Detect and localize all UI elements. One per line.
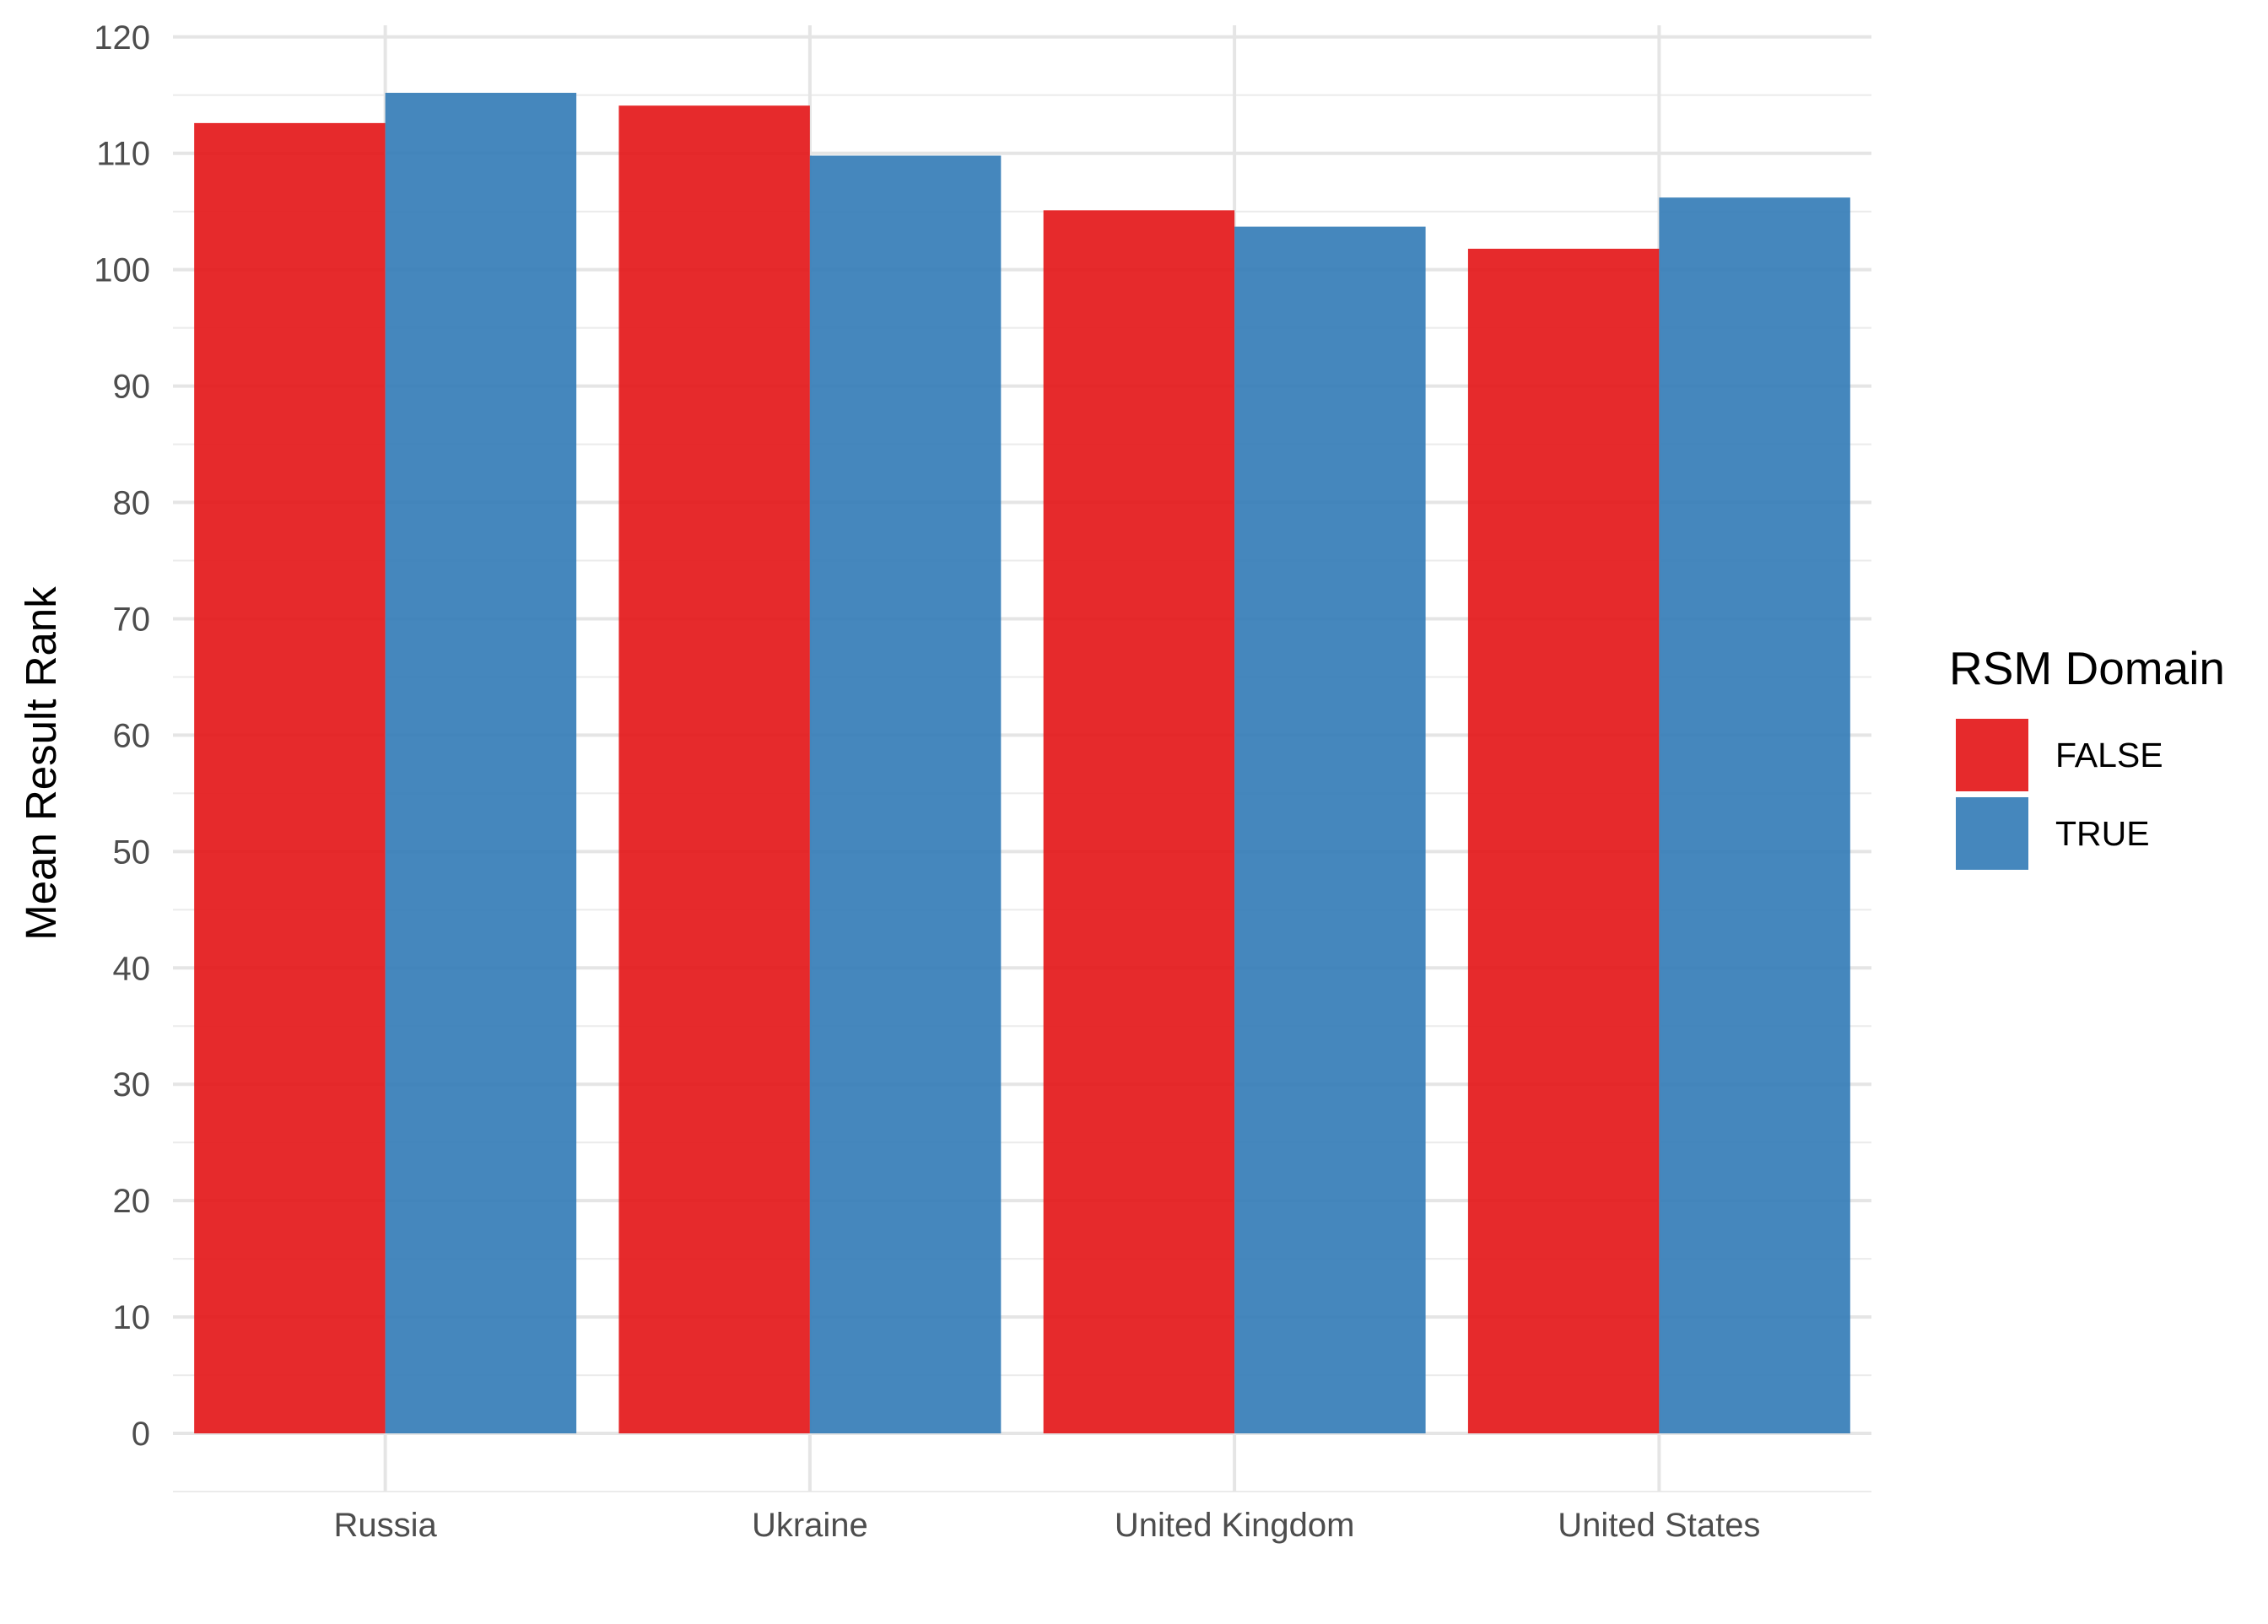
bar-united-states-false bbox=[1467, 248, 1660, 1434]
y-tick-label: 40 bbox=[113, 950, 151, 987]
y-tick-label: 60 bbox=[113, 717, 151, 754]
x-tick-label-united-states: United States bbox=[1558, 1507, 1760, 1544]
bars bbox=[194, 93, 1850, 1434]
x-tick-label-russia: Russia bbox=[333, 1507, 437, 1544]
y-tick-label: 30 bbox=[113, 1066, 151, 1103]
y-axis-ticks: 0 10 20 30 40 50 60 70 80 90 100 110 120 bbox=[94, 19, 150, 1453]
y-tick-label: 0 bbox=[132, 1416, 150, 1453]
y-tick-label: 70 bbox=[113, 601, 151, 638]
y-tick-label: 80 bbox=[113, 485, 151, 522]
bar-united-kingdom-true bbox=[1234, 226, 1426, 1434]
y-tick-label: 20 bbox=[113, 1183, 151, 1220]
bar-russia-true bbox=[385, 93, 577, 1434]
bar-united-states-true bbox=[1659, 197, 1850, 1434]
bar-ukraine-true bbox=[809, 155, 1002, 1434]
bar-united-kingdom-false bbox=[1043, 210, 1235, 1434]
bar-russia-false bbox=[194, 122, 386, 1434]
legend-label-true: TRUE bbox=[2055, 814, 2150, 853]
y-tick-label: 90 bbox=[113, 369, 151, 406]
legend-key-false bbox=[1956, 719, 2028, 791]
x-axis-ticks: Russia Ukraine United Kingdom United States bbox=[333, 1507, 1760, 1544]
legend-label-false: FALSE bbox=[2055, 736, 2163, 774]
y-axis-label: Mean Result Rank bbox=[17, 586, 65, 941]
y-tick-label: 110 bbox=[96, 136, 150, 173]
y-tick-label: 100 bbox=[94, 252, 150, 289]
bar-ukraine-false bbox=[618, 105, 810, 1434]
y-tick-label: 10 bbox=[113, 1299, 151, 1336]
x-tick-label-ukraine: Ukraine bbox=[752, 1507, 868, 1544]
y-tick-label: 120 bbox=[94, 19, 150, 57]
x-tick-label-united-kingdom: United Kingdom bbox=[1115, 1507, 1355, 1544]
legend-items: FALSE TRUE bbox=[1956, 719, 2163, 870]
y-tick-label: 50 bbox=[113, 834, 151, 871]
legend-key-true bbox=[1956, 797, 2028, 870]
legend-title: RSM Domain bbox=[1949, 642, 2225, 694]
legend: RSM Domain FALSE TRUE bbox=[1949, 642, 2225, 870]
